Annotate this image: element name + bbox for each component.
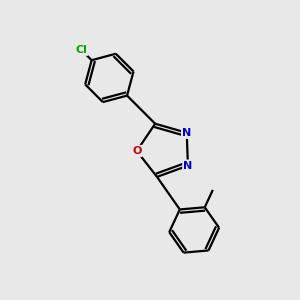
Text: Cl: Cl: [75, 45, 87, 55]
Text: O: O: [132, 146, 142, 156]
Text: N: N: [183, 160, 193, 171]
Text: N: N: [182, 128, 191, 138]
